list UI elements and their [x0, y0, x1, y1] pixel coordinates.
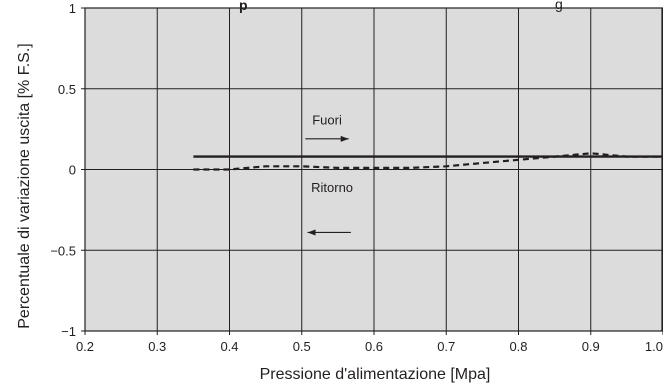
y-tick-label: 0.5 — [58, 82, 76, 97]
x-axis-label: Pressione d'alimentazione [Mpa] — [260, 366, 491, 383]
arrow-right-head — [340, 135, 349, 142]
annotation-layer: Fuori Ritorno — [305, 112, 353, 236]
x-tick-label: 0.7 — [437, 339, 455, 354]
x-tick-label: 0.2 — [76, 339, 94, 354]
chart-title-fragment-left: p — [239, 0, 248, 13]
annotation-fuori: Fuori — [312, 112, 342, 127]
y-tick-label: 0 — [69, 163, 76, 178]
x-tick-label: 0.3 — [148, 339, 166, 354]
x-tick-label: 0.4 — [220, 339, 238, 354]
series-line-ritorno — [193, 152, 663, 171]
annotation-ritorno: Ritorno — [311, 180, 353, 195]
tick-labels: 0.2 0.3 0.4 0.5 0.6 0.7 0.8 0.9 1.0 1 0.5 0 −0.5 −1 — [50, 1, 663, 354]
x-tick-label: 0.9 — [582, 339, 600, 354]
y-tick-label: 1 — [69, 1, 76, 16]
series-layer — [193, 152, 663, 171]
y-tick-label: −0.5 — [50, 243, 76, 258]
x-tick-label: 0.6 — [365, 339, 383, 354]
x-tick-label: 0.8 — [509, 339, 527, 354]
x-tick-label: 0.5 — [293, 339, 311, 354]
y-axis-label: Percentuale di variazione uscita [% F.S.… — [16, 43, 33, 328]
arrow-left-head — [307, 229, 316, 236]
y-tick-label: −1 — [61, 324, 76, 339]
plot-frame — [84, 7, 663, 332]
chart-title-fragment-right: g — [555, 0, 563, 12]
grid-lines — [81, 7, 663, 335]
x-tick-label: 1.0 — [645, 339, 663, 354]
